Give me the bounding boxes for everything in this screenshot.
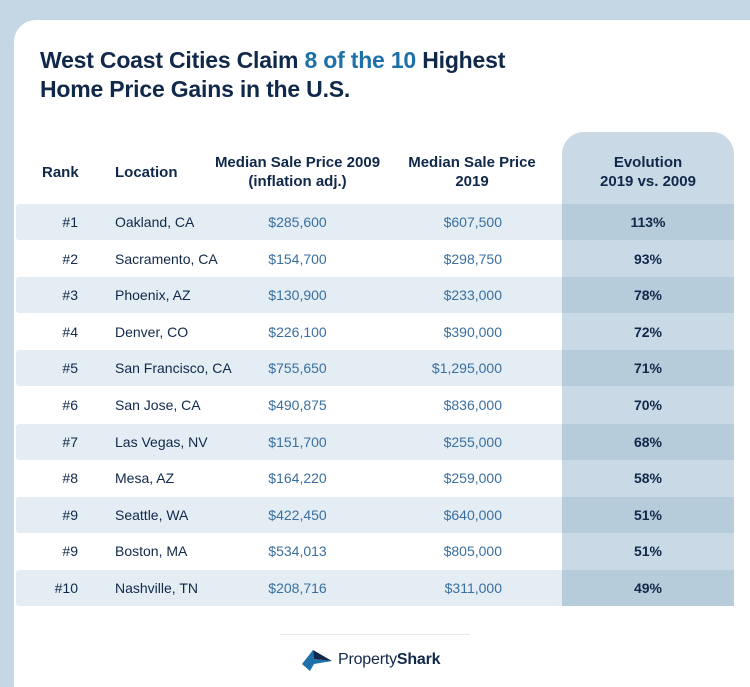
- price-2009-cell: $755,650: [268, 360, 327, 377]
- evolution-cell: 70%: [633, 397, 663, 413]
- header-price-2019-line1: Median Sale Price: [408, 154, 536, 171]
- price-2009-cell: $164,220: [268, 470, 327, 487]
- price-2009-cell: $534,013: [268, 543, 327, 560]
- location-cell: Seattle, WA: [115, 506, 189, 523]
- price-2019-cell: $311,000: [444, 580, 502, 596]
- evolution-cell: 51%: [633, 506, 663, 523]
- brand-name: PropertyShark: [338, 651, 441, 669]
- evolution-cell-bg: [562, 350, 734, 387]
- price-2019-cell: $255,000: [443, 433, 502, 450]
- rank-cell: #5: [62, 360, 78, 377]
- location-cell: Las Vegas, NV: [115, 433, 208, 450]
- rank-cell: #4: [62, 323, 78, 340]
- title-accent: 8 of the 10: [304, 47, 417, 73]
- brand-part1: Property: [338, 651, 397, 668]
- rank-cell: #10: [54, 580, 78, 596]
- header-rank: Rank: [42, 163, 79, 181]
- header-location: Location: [115, 163, 178, 181]
- table-row: #9 Boston, MA $534,013 $805,000 51%: [16, 533, 734, 569]
- table-row: #9 Seattle, WA $422,450 $640,000 51%: [16, 496, 734, 533]
- rank-cell: #8: [62, 470, 78, 487]
- rank-cell: #9: [62, 543, 78, 560]
- location-cell: Oakland, CA: [115, 214, 195, 230]
- price-2009-cell: $151,700: [268, 433, 327, 450]
- title-part1: West Coast Cities Claim: [40, 47, 305, 73]
- price-2019-cell: $836,000: [443, 397, 502, 413]
- header-price-2009-line1: Median Sale Price 2009: [214, 154, 381, 171]
- price-2019-cell: $259,000: [443, 470, 502, 487]
- location-cell: Sacramento, CA: [115, 250, 218, 267]
- location-cell: San Francisco, CA: [115, 360, 232, 377]
- location-cell: Phoenix, AZ: [115, 287, 191, 304]
- header-evolution: Evolution 2019 vs. 2009: [565, 152, 731, 192]
- price-2009-cell: $130,900: [268, 287, 327, 304]
- rank-cell: #3: [62, 287, 78, 304]
- price-2009-cell: $285,600: [268, 214, 327, 230]
- evolution-cell: 51%: [633, 543, 663, 560]
- table-row: #6 San Jose, CA $490,875 $836,000 70%: [16, 387, 734, 423]
- location-cell: Mesa, AZ: [115, 470, 175, 487]
- evolution-cell: 49%: [633, 580, 663, 596]
- evolution-cell: 72%: [633, 323, 663, 340]
- header-price-2019-line2: 2019: [455, 173, 489, 190]
- location-cell: Nashville, TN: [115, 580, 198, 596]
- header-evolution-line1: Evolution: [613, 154, 683, 171]
- table-row: #8 Mesa, AZ $164,220 $259,000 58%: [16, 460, 734, 496]
- header-price-2009-line2: (inflation adj.): [248, 173, 347, 190]
- location-cell: Boston, MA: [115, 543, 188, 560]
- price-2009-cell: $490,875: [268, 397, 327, 413]
- price-2019-cell: $640,000: [443, 506, 502, 523]
- table-row: #10 Nashville, TN $208,716 $311,000 49%: [16, 570, 734, 606]
- rank-cell: #7: [62, 433, 78, 450]
- table-row: #1 Oakland, CA $285,600 $607,500 113%: [16, 204, 734, 240]
- evolution-cell: 71%: [633, 360, 663, 377]
- evolution-cell: 58%: [633, 470, 663, 487]
- table-row: #4 Denver, CO $226,100 $390,000 72%: [16, 314, 734, 350]
- header-evolution-line2: 2019 vs. 2009: [600, 173, 696, 190]
- shark-fin-icon: [302, 650, 332, 671]
- price-2009-cell: $208,716: [268, 580, 327, 596]
- title-line2: Home Price Gains in the U.S.: [40, 76, 351, 102]
- price-2009-cell: $422,450: [268, 506, 327, 523]
- brand-part2: Shark: [396, 651, 441, 668]
- location-cell: San Jose, CA: [115, 397, 201, 413]
- price-2019-cell: $298,750: [443, 250, 502, 267]
- price-2019-cell: $805,000: [443, 543, 502, 560]
- rank-cell: #2: [62, 250, 78, 267]
- table-row: #7 Las Vegas, NV $151,700 $255,000 68%: [16, 423, 734, 460]
- price-2019-cell: $1,295,000: [431, 360, 502, 377]
- header-price-2009: Median Sale Price 2009 (inflation adj.): [205, 152, 390, 192]
- evolution-cell-bg: [562, 570, 734, 606]
- price-2019-cell: $607,500: [443, 214, 502, 230]
- table-row: #3 Phoenix, AZ $130,900 $233,000 78%: [16, 277, 734, 314]
- price-2019-cell: $390,000: [443, 323, 502, 340]
- evolution-cell-bg: [562, 204, 734, 240]
- price-2009-cell: $226,100: [268, 323, 327, 340]
- evolution-cell: 93%: [633, 250, 663, 267]
- price-2019-cell: $233,000: [443, 287, 502, 304]
- location-cell: Denver, CO: [115, 323, 189, 340]
- rank-cell: #9: [62, 506, 78, 523]
- evolution-cell: 68%: [633, 433, 663, 450]
- title-part2: Highest: [416, 47, 506, 73]
- evolution-cell-bg: [562, 277, 734, 314]
- rank-cell: #6: [62, 397, 78, 413]
- evolution-cell: 78%: [633, 287, 663, 304]
- price-2009-cell: $154,700: [268, 250, 327, 267]
- table-row: #5 San Francisco, CA $755,650 $1,295,000 71%: [16, 350, 734, 387]
- property-shark-logo: PropertyShark: [300, 646, 441, 674]
- evolution-cell-bg: [562, 423, 734, 460]
- evolution-cell: 113%: [630, 214, 666, 230]
- footer-divider: [280, 634, 470, 635]
- page-title: West Coast Cities Claim 8 of the 10 High…: [40, 46, 505, 104]
- evolution-cell-bg: [562, 496, 734, 533]
- header-price-2019: Median Sale Price 2019: [398, 152, 546, 192]
- table-row: #2 Sacramento, CA $154,700 $298,750 93%: [16, 241, 734, 277]
- rank-cell: #1: [62, 214, 78, 230]
